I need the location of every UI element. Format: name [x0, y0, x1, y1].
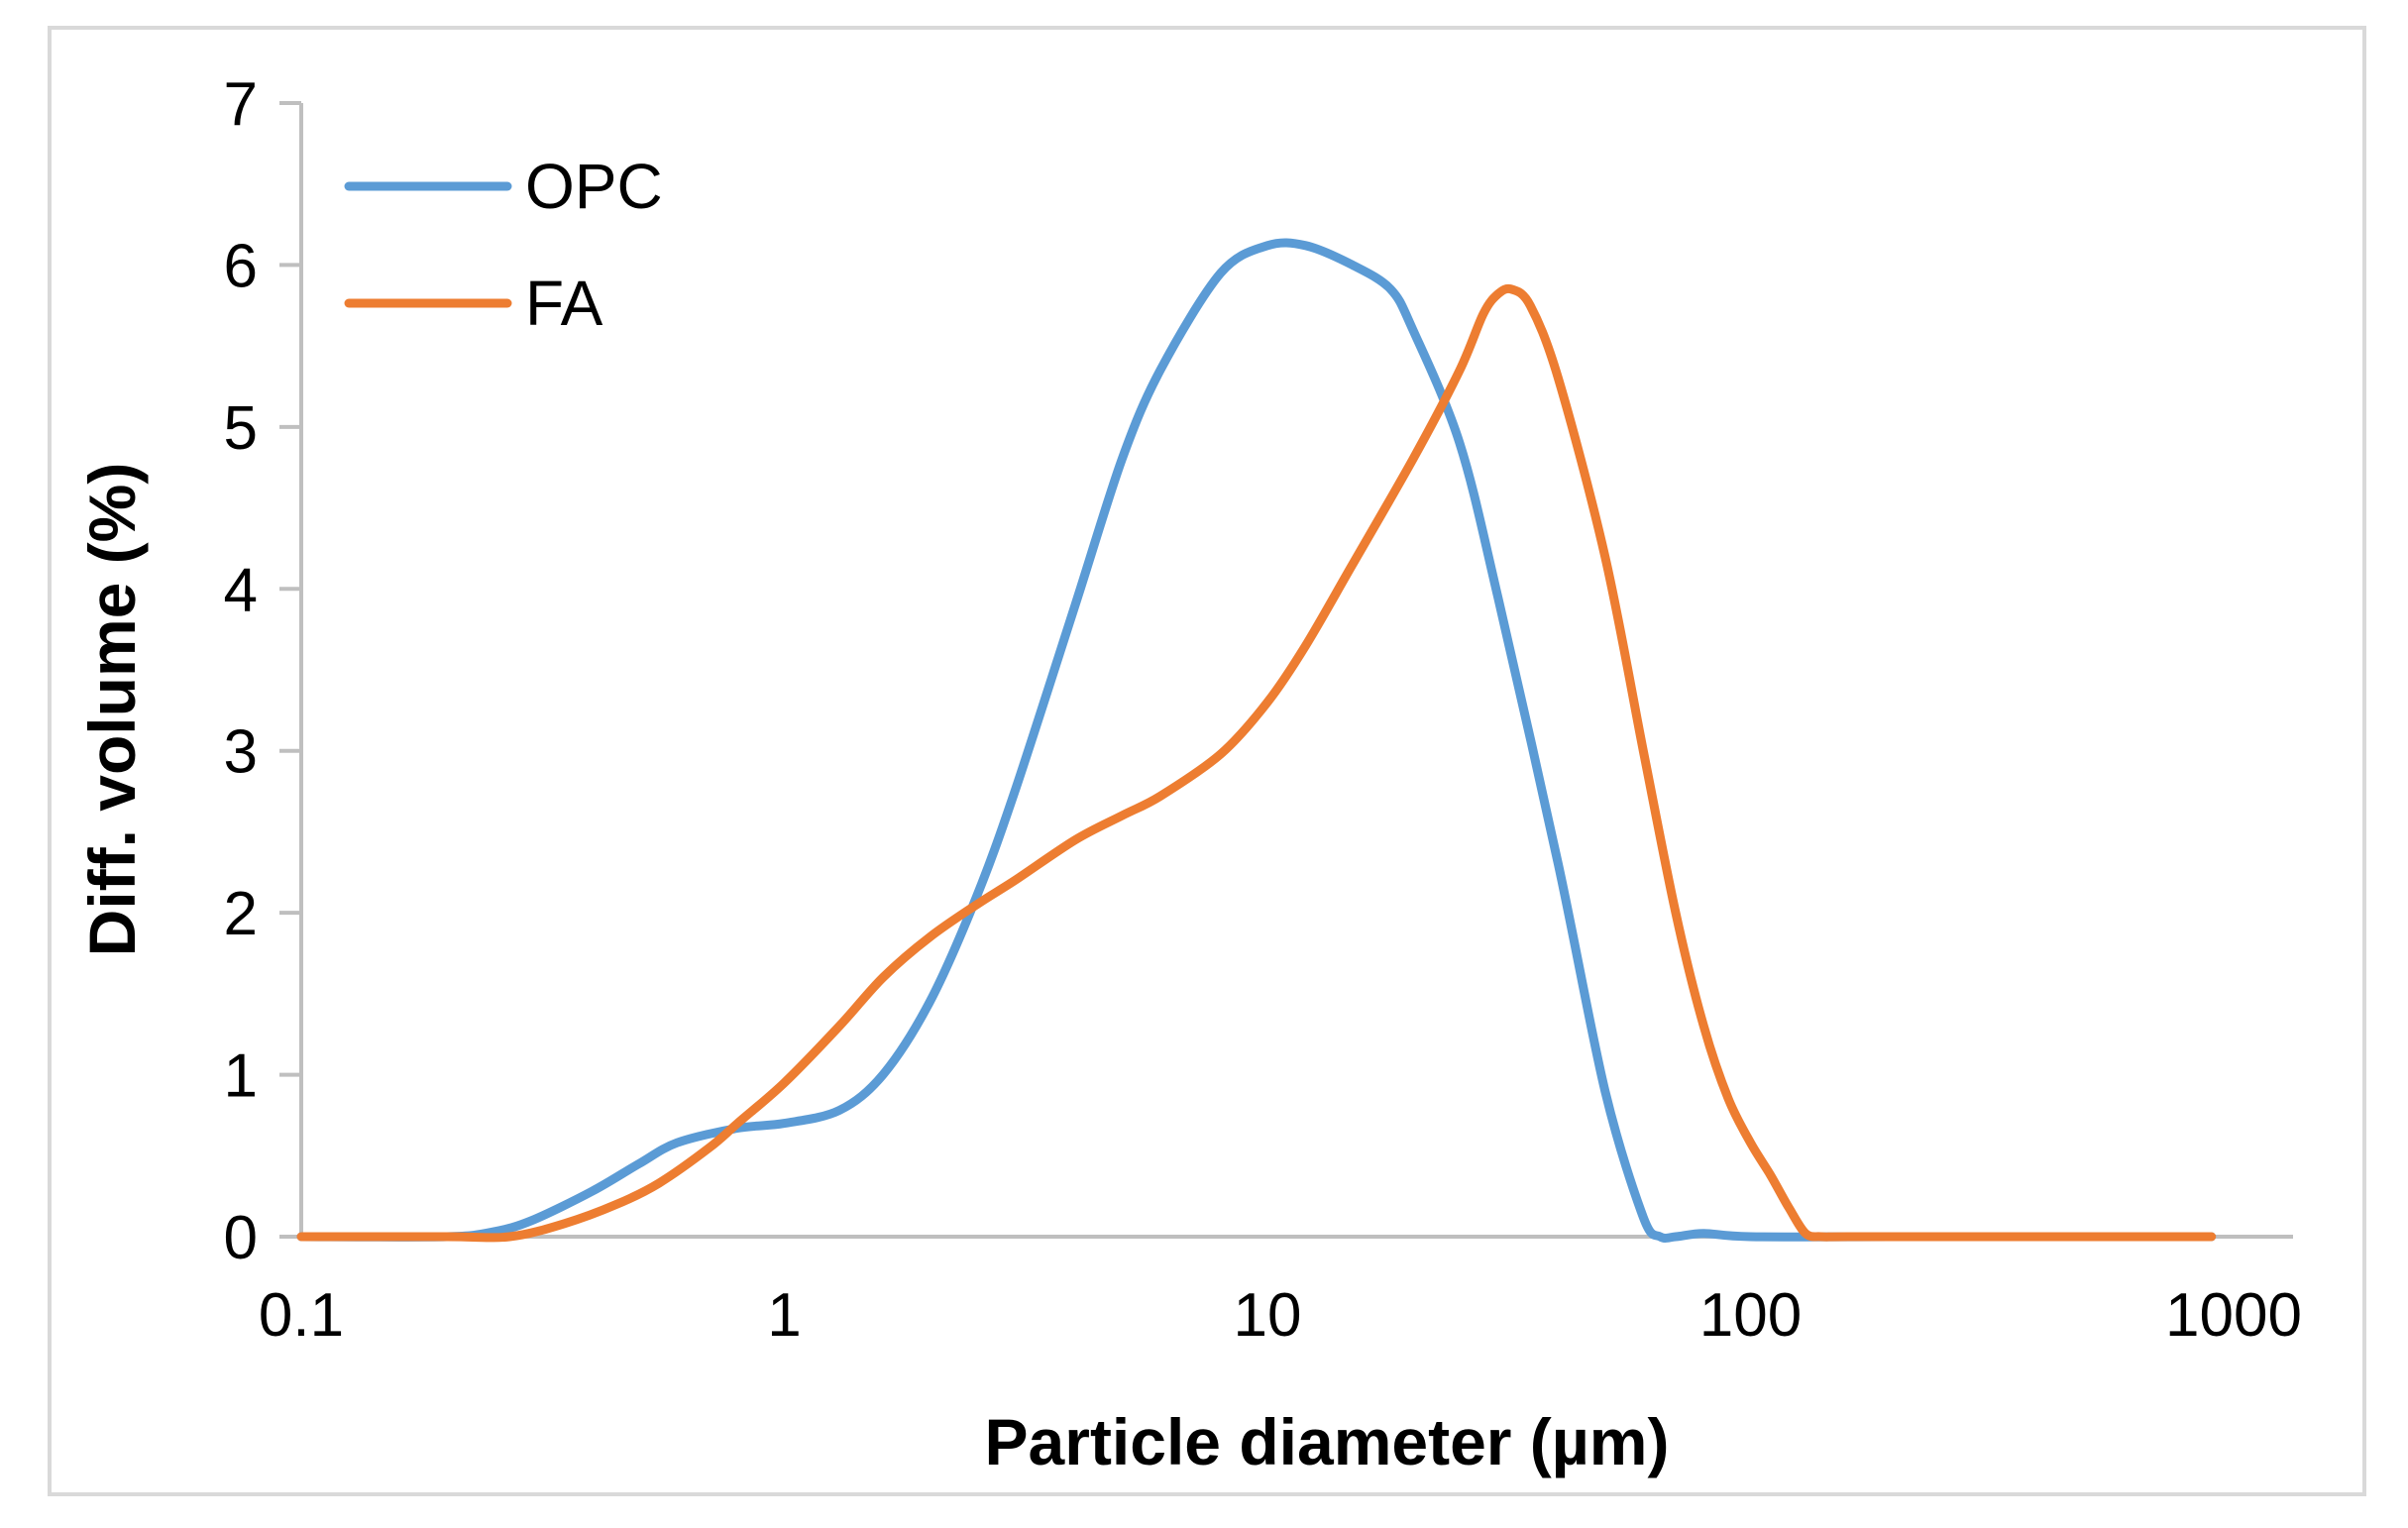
y-tick-label: 0 [224, 1204, 258, 1272]
x-tick-label: 1000 [2165, 1281, 2302, 1350]
series-line-opc [296, 238, 2217, 1243]
legend: OPC FA [344, 151, 663, 339]
legend-label-fa: FA [525, 268, 603, 339]
x-tick-label: 1 [767, 1281, 801, 1350]
x-tick-label: 0.1 [259, 1281, 344, 1350]
y-tick-label: 4 [224, 556, 258, 624]
y-tick-label: 1 [224, 1042, 258, 1111]
x-tick-label: 100 [1699, 1281, 1802, 1350]
legend-label-opc: OPC [525, 151, 663, 222]
y-axis-title: Diff. volume (%) [75, 463, 149, 957]
y-tick-label: 6 [224, 232, 258, 300]
y-tick-label: 2 [224, 880, 258, 948]
chart-frame: 0 1 2 3 4 5 6 7 0.1 1 10 100 1000 Particle diameter… [48, 26, 2366, 1496]
series-lines [296, 238, 2217, 1243]
y-tick-label: 3 [224, 718, 258, 787]
series-line-fa [296, 283, 2217, 1243]
y-tick-label: 5 [224, 394, 258, 463]
particle-size-chart: 0 1 2 3 4 5 6 7 0.1 1 10 100 1000 Particle diameter… [75, 70, 2302, 1478]
y-tick-label: 7 [224, 70, 258, 139]
y-ticks: 0 1 2 3 4 5 6 7 [224, 70, 301, 1272]
x-tick-label: 10 [1234, 1281, 1302, 1350]
x-axis-title: Particle diameter (µm) [985, 1405, 1670, 1478]
x-ticks: 0.1 1 10 100 1000 [259, 1281, 2302, 1350]
